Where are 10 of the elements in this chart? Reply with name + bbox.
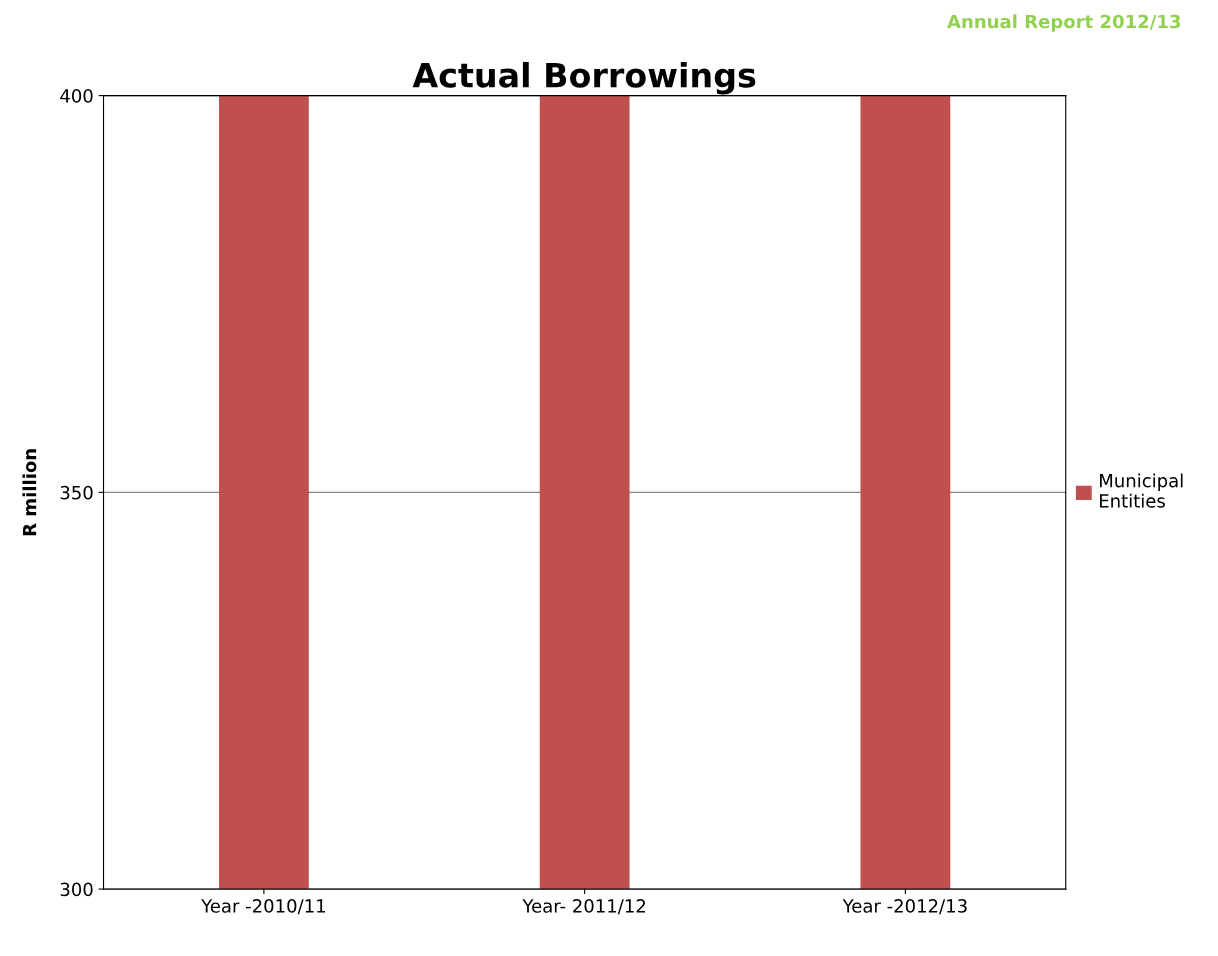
y-tick-label: 350 [60, 485, 93, 500]
x-tick-label: Year -2010/11 [201, 899, 325, 915]
y-tick-label: 300 [60, 882, 93, 897]
x-tick-label: Year- 2011/12 [522, 899, 645, 915]
y-axis-title: R million [22, 449, 37, 536]
chart-title: Actual Borrowings [412, 61, 756, 95]
x-tick-label: Year -2012/13 [842, 899, 967, 915]
text: Annual Report 2012/13 [947, 14, 1181, 32]
legend-label: Municipal Entities [1100, 473, 1183, 508]
y-tick-label: 400 [60, 89, 93, 103]
